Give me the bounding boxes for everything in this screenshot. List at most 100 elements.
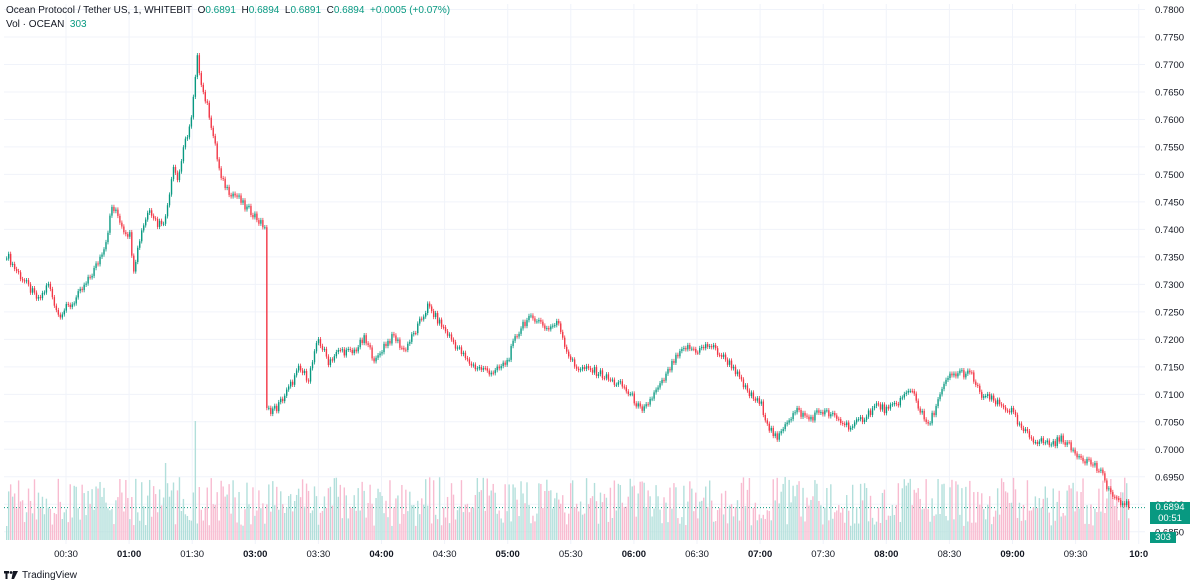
candle-body	[39, 297, 42, 299]
candle-body	[419, 318, 421, 324]
candle-body	[510, 346, 512, 360]
volume-bar	[544, 490, 546, 540]
candle-body	[289, 381, 292, 387]
volume-bar	[679, 523, 681, 540]
candle-body	[345, 349, 347, 356]
candle-body	[750, 392, 753, 397]
candle-body	[353, 349, 355, 354]
candle-body	[705, 344, 707, 349]
volume-bar	[532, 515, 534, 540]
candle-body	[385, 343, 387, 347]
candle-body	[488, 370, 490, 375]
volume-bars	[6, 421, 1130, 540]
volume-bar	[708, 480, 711, 540]
candle-body	[403, 347, 405, 350]
candle-body	[325, 348, 328, 357]
volume-bar	[985, 519, 987, 540]
volume-bar	[182, 498, 185, 540]
volume-label[interactable]: Vol · OCEAN	[6, 19, 65, 30]
volume-bar	[93, 509, 95, 540]
volume-bar	[1030, 510, 1033, 540]
volume-bar	[291, 511, 294, 540]
candle-body	[542, 321, 544, 326]
candle-body	[760, 401, 763, 404]
candle-body	[284, 395, 286, 402]
volume-bar	[613, 480, 616, 540]
candle-body	[174, 166, 177, 173]
volume-bar	[637, 493, 639, 540]
volume-bar	[996, 488, 999, 540]
volume-bar	[119, 479, 121, 540]
volume-bar	[842, 508, 844, 540]
candle-body	[851, 426, 854, 428]
volume-bar	[569, 483, 572, 540]
volume-bar	[607, 521, 610, 540]
candle-body	[172, 166, 175, 180]
volume-bar	[1102, 480, 1104, 540]
volume-bar	[744, 506, 747, 540]
candle-body	[158, 220, 161, 227]
volume-bar	[391, 525, 393, 540]
candle-body	[828, 410, 830, 417]
volume-bar	[1056, 501, 1058, 540]
volume-bar	[796, 484, 798, 540]
volume-bar	[401, 484, 403, 540]
volume-bar	[707, 506, 709, 540]
volume-bar	[927, 509, 929, 540]
volume-bar	[351, 508, 353, 540]
volume-bar	[935, 514, 937, 540]
volume-bar	[25, 512, 28, 540]
volume-bar	[1000, 478, 1003, 540]
candle-body	[998, 399, 1001, 405]
candle-body	[568, 351, 570, 357]
volume-bar	[375, 498, 377, 540]
candle-body	[834, 412, 836, 416]
volume-bar	[131, 497, 133, 540]
candle-body	[196, 55, 199, 77]
candle-body	[756, 398, 759, 401]
candle-body	[496, 366, 498, 371]
volume-bar	[776, 477, 778, 540]
close-value: 0.6894	[333, 5, 365, 16]
volume-bar	[385, 500, 387, 540]
volume-bar	[1106, 498, 1108, 540]
volume-bar	[1018, 502, 1021, 540]
candle-body	[695, 348, 697, 353]
volume-bar	[1044, 486, 1046, 540]
volume-bar	[216, 492, 218, 540]
volume-bar	[577, 511, 580, 540]
candle-body	[450, 334, 453, 340]
volume-bar	[335, 477, 338, 540]
candle-body	[689, 345, 691, 349]
volume-bar	[369, 484, 371, 540]
candle-body	[1052, 441, 1054, 445]
volume-bar	[762, 514, 765, 540]
candle-body	[282, 398, 284, 402]
volume-bar	[196, 523, 199, 540]
candle-body	[679, 351, 681, 357]
price-axis: 0.7800 0.7750 0.7700 0.7650 0.7600 0.7550 0.75…	[1155, 5, 1184, 538]
candle-body	[452, 339, 455, 343]
volume-bar	[331, 505, 334, 540]
time-tick-label: 03:30	[307, 549, 331, 560]
volume-bar	[522, 493, 524, 540]
volume-bar	[969, 480, 971, 540]
candle-body	[875, 403, 878, 406]
candle-body	[222, 178, 224, 180]
volume-bar	[494, 492, 496, 540]
volume-bar	[701, 500, 703, 540]
tradingview-logo[interactable]: TradingView	[4, 570, 77, 581]
candle-body	[486, 368, 488, 371]
volume-bar	[961, 488, 963, 540]
candle-body	[246, 206, 248, 210]
candle-body	[6, 258, 8, 260]
volume-bar	[1110, 478, 1112, 540]
candle-body	[31, 288, 34, 293]
candle-body	[806, 415, 808, 417]
volume-bar	[889, 515, 892, 540]
volume-bar	[903, 479, 906, 540]
volume-bar	[524, 503, 526, 540]
symbol-name[interactable]: Ocean Protocol / Tether US, 1, WHITEBIT	[6, 5, 192, 16]
candle-body	[532, 315, 534, 319]
